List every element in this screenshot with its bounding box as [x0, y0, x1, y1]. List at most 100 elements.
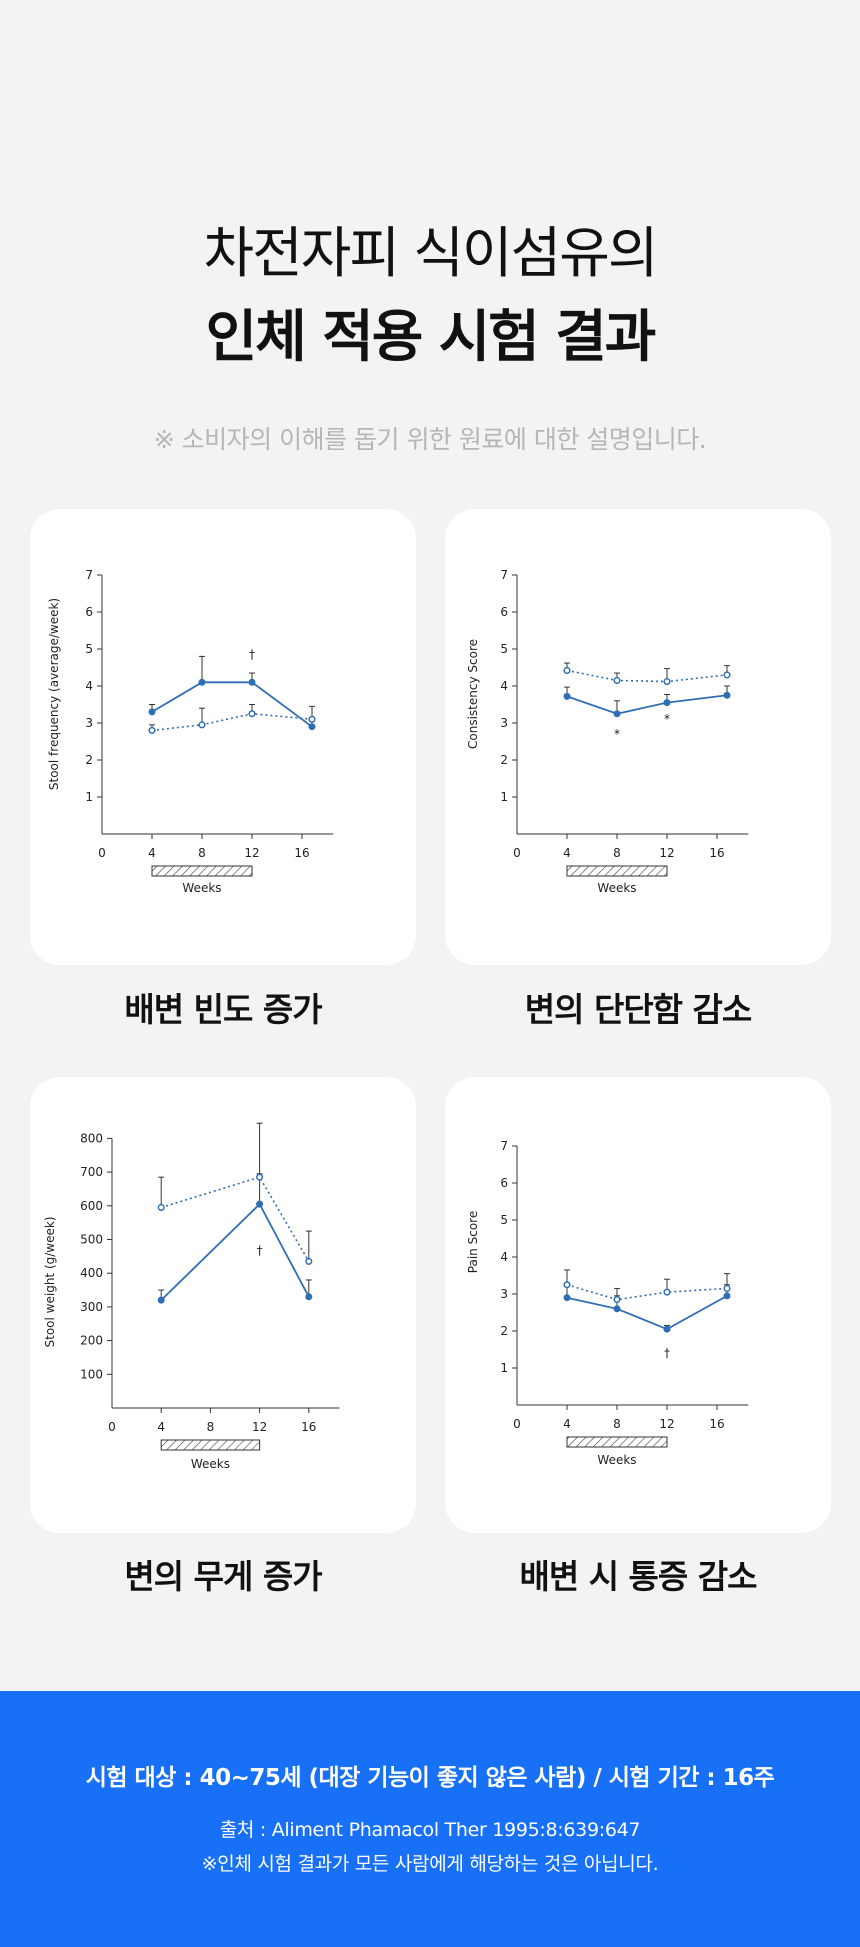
chart-card-pain-score: 1 2 3 4 5 6 7 0 4 8 12 16 Weeks Pain Score †: [445, 1077, 831, 1533]
significance-mark: †: [249, 647, 255, 661]
y-tick-label: 800: [80, 1131, 103, 1145]
chart-card-stool-frequency: 1 2 3 4 5 6 7 0 4 8 12 16 Weeks Stool frequency (aver…: [30, 509, 416, 965]
x-tick-label: 16: [709, 846, 724, 860]
series-line-control: [151, 712, 313, 732]
significance-mark: *: [664, 712, 670, 726]
x-tick-label: 4: [157, 1420, 165, 1434]
y-tick-label: 5: [500, 1213, 508, 1227]
data-point-treatment: [563, 692, 571, 700]
y-tick-label: 1: [500, 790, 508, 804]
y-tick-label: 1: [500, 1361, 508, 1375]
y-tick-label: 6: [500, 1176, 508, 1190]
title-line-1: 차전자피 식이섬유의: [203, 221, 659, 285]
data-point-control: [256, 1173, 264, 1181]
source-citation: 출처 : Aliment Phamacol Ther 1995:8:639:64…: [219, 1819, 641, 1841]
data-point-control: [663, 678, 671, 686]
data-point-control: [248, 710, 256, 718]
chart-card-stool-weight: 100 200 300 400 500 600 700 800 0 4 8 12 16 Weeks Stoo…: [30, 1077, 416, 1533]
data-point-treatment: [663, 1325, 671, 1333]
x-tick-label: 8: [613, 1417, 621, 1431]
series-line-treatment: [566, 1295, 728, 1331]
x-tick-label: 16: [301, 1420, 316, 1434]
y-tick-label: 2: [85, 753, 93, 767]
data-point-treatment: [198, 678, 206, 686]
data-point-treatment: [308, 723, 316, 731]
data-point-control: [563, 1281, 571, 1289]
y-tick-label: 600: [80, 1199, 103, 1213]
x-axis-label: Weeks: [597, 881, 636, 895]
data-point-treatment: [305, 1293, 313, 1301]
y-tick-label: 2: [500, 1324, 508, 1338]
title-line-2: 인체 적용 시험 결과: [205, 305, 657, 370]
chart-caption-pain-score: 배변 시 통증 감소: [519, 1557, 758, 1596]
series-line-control: [566, 1283, 728, 1301]
y-tick-label: 3: [500, 1287, 508, 1301]
data-point-control: [613, 1296, 621, 1304]
chart-svg: 100 200 300 400 500 600 700 800 0 4 8 12 16 Weeks Stoo…: [43, 1122, 340, 1471]
data-point-control: [148, 726, 156, 734]
study-info-footer: 시험 대상 : 40~75세 (대장 기능이 좋지 않은 사람) / 시험 기간…: [0, 1691, 860, 1947]
y-tick-label: 4: [85, 679, 93, 693]
x-tick-label: 0: [108, 1420, 116, 1434]
y-tick-label: 3: [85, 716, 93, 730]
data-point-control: [308, 715, 316, 723]
x-tick-label: 12: [252, 1420, 267, 1434]
y-axis-label: Stool frequency (average/week): [47, 598, 61, 790]
y-tick-label: 7: [500, 1139, 508, 1153]
data-point-treatment: [148, 708, 156, 716]
series-line-treatment: [160, 1202, 310, 1301]
x-tick-label: 16: [709, 1417, 724, 1431]
data-point-control: [723, 671, 731, 679]
x-tick-label: 0: [513, 1417, 521, 1431]
chart-caption-stool-frequency: 배변 빈도 증가: [124, 990, 322, 1029]
data-point-treatment: [563, 1294, 571, 1302]
chart-card-consistency: 1 2 3 4 5 6 7 0 4 8 12 16 Weeks Consistency Score * *: [445, 509, 831, 965]
x-tick-label: 8: [198, 846, 206, 860]
y-tick-label: 7: [500, 568, 508, 582]
treatment-period-bar: [566, 1436, 668, 1448]
data-point-treatment: [723, 1292, 731, 1300]
x-tick-label: 12: [659, 1417, 674, 1431]
series-line-control: [160, 1176, 310, 1262]
x-tick-label: 8: [613, 846, 621, 860]
y-tick-label: 500: [80, 1233, 103, 1247]
x-tick-label: 4: [148, 846, 156, 860]
data-point-control: [723, 1284, 731, 1292]
y-tick-label: 5: [500, 642, 508, 656]
significance-mark: †: [257, 1244, 263, 1258]
data-point-control: [663, 1288, 671, 1296]
y-axis-label: Consistency Score: [466, 639, 480, 749]
y-tick-label: 2: [500, 753, 508, 767]
series-line-control: [566, 669, 728, 683]
result-disclaimer: ※인체 시험 결과가 모든 사람에게 해당하는 것은 아닙니다.: [201, 1853, 659, 1875]
chart-caption-consistency: 변의 단단함 감소: [524, 990, 753, 1029]
treatment-period-bar: [160, 1439, 261, 1451]
series-line-treatment: [566, 694, 728, 715]
series-line-treatment: [151, 681, 313, 728]
data-point-treatment: [723, 691, 731, 699]
y-tick-label: 1: [85, 790, 93, 804]
y-tick-label: 6: [500, 605, 508, 619]
data-point-treatment: [256, 1200, 264, 1208]
data-point-treatment: [613, 710, 621, 718]
x-tick-label: 16: [294, 846, 309, 860]
y-axis-label: Stool weight (g/week): [43, 1217, 57, 1348]
data-point-treatment: [663, 699, 671, 707]
y-tick-label: 4: [500, 1250, 508, 1264]
y-tick-label: 3: [500, 716, 508, 730]
data-point-control: [157, 1203, 165, 1212]
y-tick-label: 6: [85, 605, 93, 619]
study-subject-period: 시험 대상 : 40~75세 (대장 기능이 좋지 않은 사람) / 시험 기간…: [85, 1765, 775, 1791]
x-tick-label: 0: [513, 846, 521, 860]
y-tick-label: 7: [85, 568, 93, 582]
treatment-period-bar: [566, 865, 668, 877]
y-tick-label: 300: [80, 1300, 103, 1314]
chart-caption-stool-weight: 변의 무게 증가: [124, 1557, 322, 1596]
data-point-control: [563, 666, 571, 675]
y-tick-label: 100: [80, 1367, 103, 1381]
data-point-control: [613, 676, 621, 684]
treatment-period-bar: [151, 865, 253, 877]
x-axis-label: Weeks: [182, 881, 221, 895]
